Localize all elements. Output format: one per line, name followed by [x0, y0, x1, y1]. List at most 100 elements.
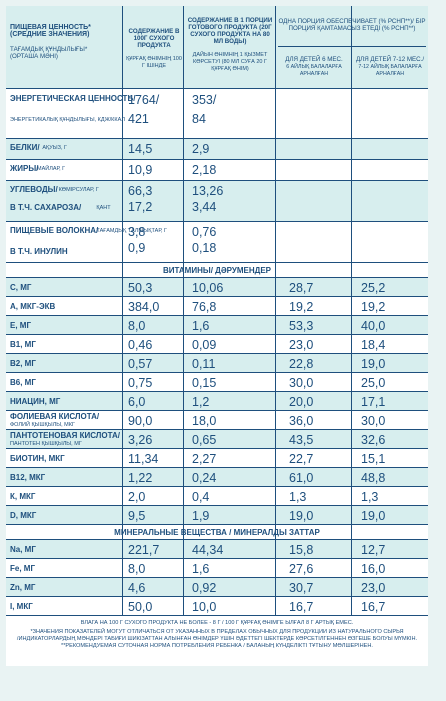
vitamin-value-3: 19,0	[289, 509, 314, 523]
value-per-portion: 0,76	[192, 225, 217, 239]
vitamin-value-2: 1,2	[192, 395, 210, 409]
vitamin-label: В6, МГ	[10, 378, 36, 387]
row-divider	[6, 372, 428, 373]
vitamin-label: ПАНТОТЕНОВАЯ КИСЛОТА/	[10, 431, 120, 440]
mineral-value-1: 4,6	[128, 581, 146, 595]
mineral-value-3: 15,8	[289, 543, 314, 557]
row-divider	[6, 558, 428, 559]
vitamin-value-2: 1,6	[192, 319, 210, 333]
mineral-label: Na, МГ	[10, 545, 36, 554]
vitamin-value-4: 19,0	[361, 509, 386, 523]
vitamin-value-4: 30,0	[361, 414, 386, 428]
vitamin-label: К, МКГ	[10, 492, 36, 501]
mineral-value-4: 12,7	[361, 543, 386, 557]
nutrition-table: ПИЩЕВАЯ ЦЕННОСТЬ* (СРЕДНИЕ ЗНАЧЕНИЯ) ТАҒА…	[6, 6, 428, 666]
vitamin-value-2: 0,24	[192, 471, 217, 485]
vitamin-value-2: 0,09	[192, 338, 217, 352]
row-band	[6, 278, 428, 296]
vitamin-value-2: 76,8	[192, 300, 217, 314]
value-per-100g: 14,5	[128, 142, 153, 156]
vitamin-value-2: 0,15	[192, 376, 217, 390]
mineral-value-4: 23,0	[361, 581, 386, 595]
nutrient-sublabel: КӨМІРСУЛАР, Г	[58, 186, 99, 193]
header-col1-kz: ТАҒАМДЫҚ ҚҰНДЫЛЫҒЫ* (ОРТАША МӘНІ)	[10, 46, 88, 60]
vitamin-label: БИОТИН, МКГ	[10, 454, 65, 463]
mineral-value-1: 221,7	[128, 543, 160, 557]
vitamin-value-4: 17,1	[361, 395, 386, 409]
mineral-label: Zn, МГ	[10, 583, 36, 592]
nutrient-label: БЕЛКИ/	[10, 143, 40, 152]
vitamin-label: В2, МГ	[10, 359, 36, 368]
footnote: *ЗНАЧЕНИЯ ПОКАЗАТЕЛЕЙ МОГУТ ОТЛИЧАТЬСЯ О…	[30, 629, 404, 635]
row-band	[6, 468, 428, 486]
vitamin-value-1: 50,3	[128, 281, 153, 295]
row-divider	[6, 429, 428, 430]
vitamin-label: В1, МГ	[10, 340, 36, 349]
row-divider	[6, 410, 428, 411]
vitamin-value-2: 0,11	[192, 357, 216, 371]
header-col4: ДЛЯ ДЕТЕЙ 6 МЕС.	[285, 56, 343, 63]
row-band	[6, 430, 428, 448]
nutrient-label: ПИЩЕВЫЕ ВОЛОКНА/	[10, 226, 99, 235]
row-band	[6, 578, 428, 596]
vitamin-value-1: 2,0	[128, 490, 146, 504]
value-per-portion: 2,9	[192, 142, 210, 156]
row-band	[6, 160, 428, 180]
mineral-value-2: 0,92	[192, 581, 217, 595]
row-band	[6, 139, 428, 159]
row-divider	[6, 486, 428, 487]
vitamin-value-1: 384,0	[128, 300, 160, 314]
header-col2-kz: ҚҰРҒАҚ ӨНІМНІҢ 100 Г ІШІНДЕ	[126, 56, 182, 69]
vitamin-value-1: 11,34	[128, 452, 159, 466]
vitamin-value-4: 40,0	[361, 319, 386, 333]
value-per-portion-2: 0,18	[192, 241, 217, 255]
vitamin-value-2: 0,4	[192, 490, 210, 504]
vitamin-label: НИАЦИН, МГ	[10, 397, 61, 406]
vitamin-value-1: 0,75	[128, 376, 153, 390]
mineral-value-1: 8,0	[128, 562, 146, 576]
row-divider	[6, 277, 428, 278]
row-divider	[6, 467, 428, 468]
header-band	[6, 6, 428, 88]
vitamin-value-1: 3,26	[128, 433, 153, 447]
row-divider	[6, 615, 428, 616]
vitamin-value-1: 0,57	[128, 357, 153, 371]
nutrient-sublabel: ТАҒАМДЫҚ ТАЛШЫҚТАР, Г	[96, 227, 167, 234]
value-per-portion: 13,26	[192, 184, 224, 198]
row-divider	[6, 539, 428, 540]
vitamin-value-4: 25,0	[361, 376, 386, 390]
vitamin-value-1: 0,46	[128, 338, 153, 352]
vitamin-value-3: 22,8	[289, 357, 314, 371]
value-per-100g-2: 17,2	[128, 200, 153, 214]
row-divider	[6, 391, 428, 392]
vitamin-value-3: 19,2	[289, 300, 314, 314]
column-divider	[275, 6, 276, 616]
header-col3-kz: ДАЙЫН ӨНІМНІҢ 1 ҚЫЗМЕТ КӨРСЕТУІ (80 МЛ С…	[192, 52, 268, 72]
vitamin-value-3: 43,5	[289, 433, 314, 447]
value-per-portion-2: 84	[192, 112, 206, 126]
row-divider	[6, 596, 428, 597]
row-divider	[6, 221, 428, 222]
vitamin-value-3: 22,7	[289, 452, 314, 466]
mineral-value-4: 16,0	[361, 562, 386, 576]
row-band	[6, 392, 428, 410]
vitamin-value-3: 53,3	[289, 319, 314, 333]
vitamin-value-2: 0,65	[192, 433, 217, 447]
column-divider	[122, 6, 123, 616]
nutrient-label-2: В Т.Ч. ИНУЛИН	[10, 247, 68, 256]
vitamin-label: ФОЛИЕВАЯ КИСЛОТА/	[10, 412, 100, 421]
column-divider	[351, 6, 352, 616]
header-bottom-line	[6, 88, 428, 89]
nutrient-sublabel-2: ҚАНТ	[96, 204, 111, 211]
mineral-value-3: 30,7	[289, 581, 314, 595]
mineral-value-2: 1,6	[192, 562, 210, 576]
vitamin-value-1: 9,5	[128, 509, 146, 523]
row-divider	[6, 505, 428, 506]
row-divider	[6, 334, 428, 335]
row-divider	[6, 180, 428, 181]
mineral-label: I, МКГ	[10, 602, 33, 611]
nutrient-sublabel: АҚУЫЗ, Г	[42, 144, 67, 151]
vitamin-value-4: 15,1	[361, 452, 386, 466]
nutrient-label: ЭНЕРГЕТИЧЕСКАЯ ЦЕННОСТЬ/	[10, 94, 136, 103]
value-per-portion: 353/	[192, 93, 217, 107]
